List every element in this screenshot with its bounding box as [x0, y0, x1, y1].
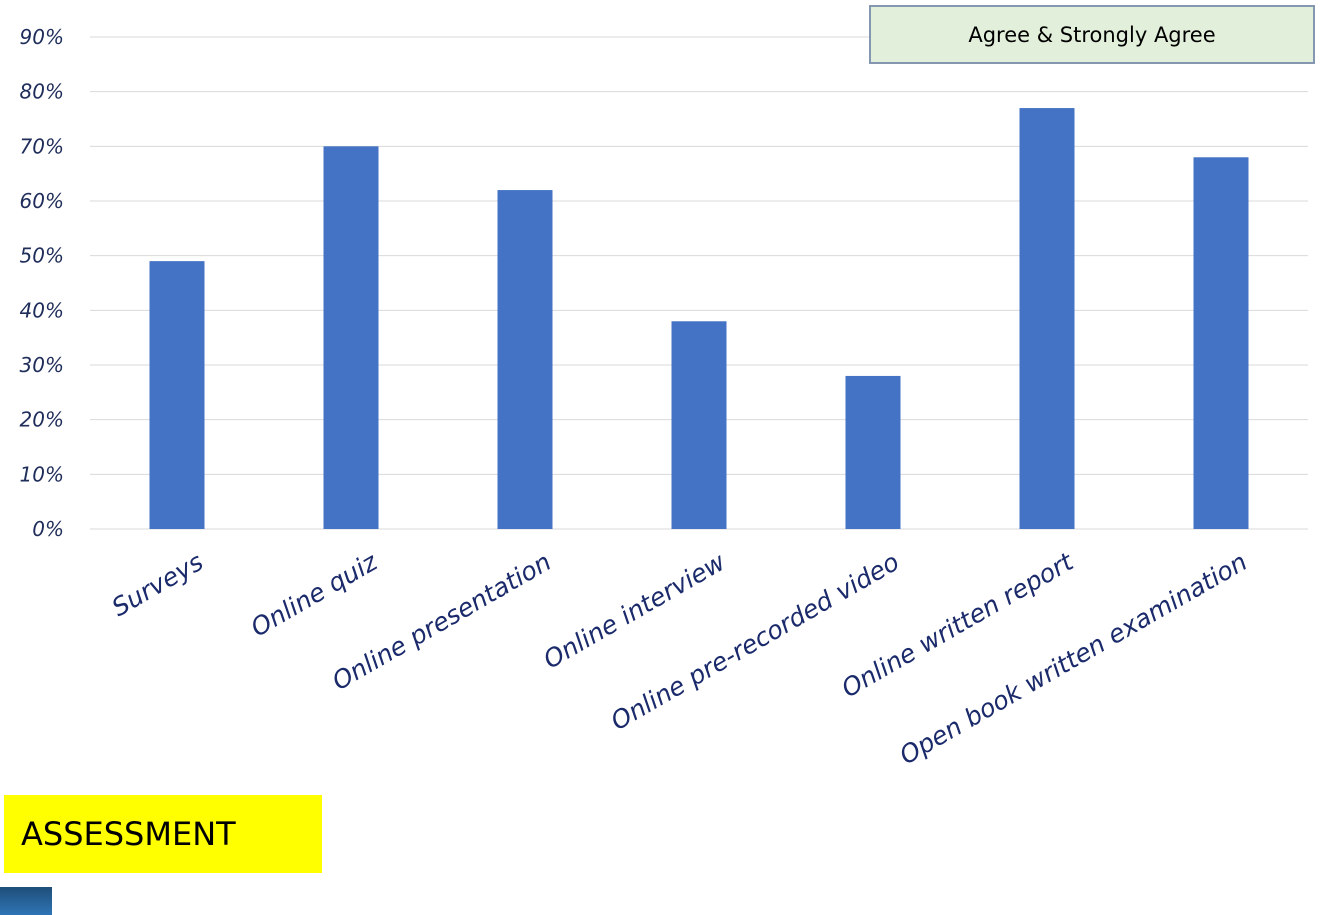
- bars: [149, 108, 1249, 530]
- bar: [671, 321, 727, 529]
- legend-label: Agree & Strongly Agree: [968, 22, 1216, 47]
- y-tick-label: 0%: [32, 517, 64, 541]
- y-tick-label: 60%: [20, 189, 64, 213]
- category-label: Online quiz: [246, 547, 383, 643]
- category-label: Open book written examination: [895, 547, 1252, 770]
- logo: [0, 887, 52, 915]
- y-tick-label: 70%: [20, 134, 64, 158]
- y-tick-label: 20%: [20, 408, 64, 432]
- bar: [149, 261, 205, 529]
- section-label-text: ASSESSMENT: [21, 815, 236, 853]
- y-tick-label: 50%: [20, 244, 64, 268]
- section-label: ASSESSMENT: [4, 795, 322, 873]
- y-tick-label: 80%: [20, 80, 64, 104]
- y-tick-label: 30%: [20, 353, 64, 377]
- bar: [323, 146, 379, 530]
- category-label: Online pre-recorded video: [606, 547, 904, 736]
- y-axis-tick-labels: 0% 10% 20% 30% 40% 50% 60% 70% 80% 90%: [20, 25, 64, 541]
- bar: [1019, 108, 1075, 530]
- bar: [1193, 157, 1249, 529]
- y-tick-label: 90%: [20, 25, 64, 49]
- y-tick-label: 40%: [20, 298, 64, 322]
- bar: [497, 190, 553, 530]
- category-label: Surveys: [107, 547, 208, 622]
- bar: [845, 375, 901, 529]
- legend: Agree & Strongly Agree: [869, 5, 1315, 64]
- y-tick-label: 10%: [20, 462, 64, 486]
